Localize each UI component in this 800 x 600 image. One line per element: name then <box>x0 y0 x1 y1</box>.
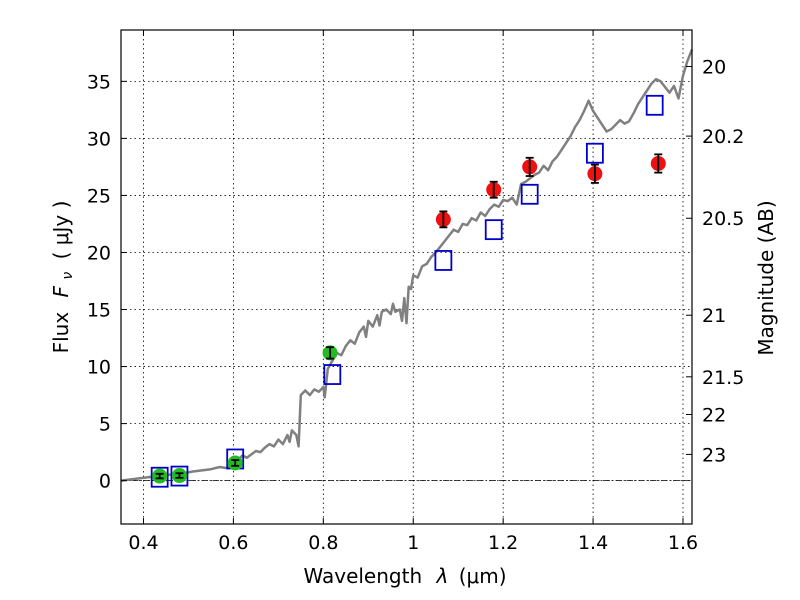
y-tick-label: 15 <box>87 300 111 322</box>
x-axis-label-symbol: λ <box>436 564 449 588</box>
y2-tick-label: 20 <box>702 57 726 79</box>
x-tick-label: 0.8 <box>308 532 338 554</box>
model-photometry-square <box>484 219 503 241</box>
x-tick-label: 1.2 <box>488 532 518 554</box>
y2-tick-label: 21 <box>702 305 726 327</box>
x-tick-label: 1.4 <box>578 532 608 554</box>
model-photometry-square <box>150 466 169 488</box>
y-axis-label-unit: ( μJy ) <box>49 201 73 260</box>
y2-tick-label: 21.5 <box>702 367 744 389</box>
x-axis: 0.4 0.6 0.8 1 1.2 1.4 1.6 <box>128 30 698 554</box>
y-tick-label: 0 <box>99 471 111 493</box>
y2-axis: 20 20.2 20.5 21 21.5 22 23 <box>686 57 744 466</box>
y-tick-label: 25 <box>87 185 111 207</box>
y-tick-label: 20 <box>87 242 111 264</box>
x-axis-label-prefix: Wavelength <box>303 564 422 588</box>
x-axis-label-unit: (μm) <box>459 564 507 588</box>
y-axis-label-prefix: Flux <box>49 312 73 354</box>
x-tick-label: 0.4 <box>128 532 158 554</box>
x-axis-label: Wavelength λ (μm) <box>303 564 506 588</box>
x-tick-label: 1.6 <box>668 532 698 554</box>
plot-frame <box>120 29 693 525</box>
y2-tick-label: 22 <box>702 404 726 426</box>
y2-axis-label: Magnitude (AB) <box>754 200 778 355</box>
data-series <box>120 48 694 488</box>
model-photometry-square <box>645 94 664 116</box>
model-photometry-square <box>585 142 604 164</box>
model-photometry-square <box>520 183 539 205</box>
grid <box>121 30 692 524</box>
y-axis: 0 5 10 15 20 25 30 35 <box>87 71 127 493</box>
y-tick-label: 10 <box>87 357 111 379</box>
y2-tick-label: 23 <box>702 444 726 466</box>
x-tick-label: 0.6 <box>218 532 248 554</box>
y2-tick-label: 20.2 <box>702 126 744 148</box>
y-axis-label-subscript: ν <box>60 272 76 280</box>
y-axis-label-symbol: F <box>49 285 73 297</box>
model-photometry-square <box>170 465 189 487</box>
model-photometry-square <box>434 250 453 271</box>
y-tick-label: 35 <box>87 71 111 93</box>
model-photometry-square <box>323 364 342 385</box>
y-tick-label: 5 <box>99 414 111 436</box>
y2-tick-label: 20.5 <box>702 208 744 230</box>
y-tick-label: 30 <box>87 128 111 150</box>
model-spectrum-line <box>120 48 694 482</box>
x-tick-label: 1 <box>407 532 419 554</box>
y-axis-label: Flux F ν ( μJy ) <box>49 201 77 354</box>
